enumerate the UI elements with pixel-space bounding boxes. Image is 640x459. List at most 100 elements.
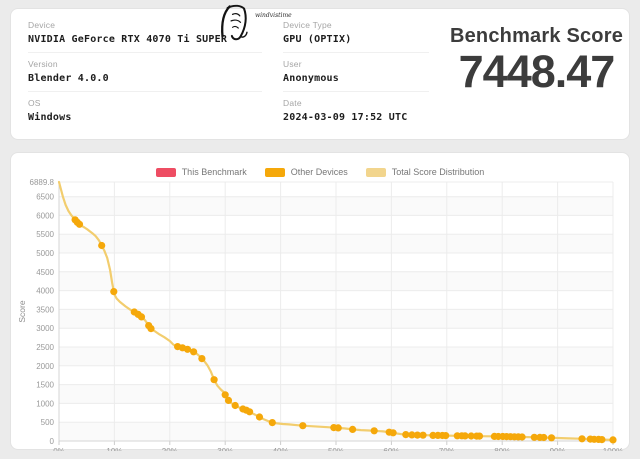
legend-swatch-total-distribution bbox=[365, 167, 386, 177]
svg-text:4000: 4000 bbox=[36, 287, 54, 296]
other-device-dot bbox=[442, 432, 450, 440]
user-row: User Anonymous bbox=[283, 53, 429, 92]
other-device-dot bbox=[210, 376, 218, 384]
other-device-dot bbox=[183, 345, 192, 353]
svg-text:40%: 40% bbox=[273, 447, 289, 451]
logo-caption: windvistime bbox=[255, 12, 292, 19]
other-device-dot bbox=[413, 431, 421, 439]
svg-text:500: 500 bbox=[41, 418, 55, 427]
other-device-dot bbox=[598, 436, 606, 444]
device-value: NVIDIA GeForce RTX 4070 Ti SUPER bbox=[28, 34, 228, 45]
benchmark-score-value: 7448.47 bbox=[458, 46, 616, 97]
legend-label-total-distribution: Total Score Distribution bbox=[391, 167, 485, 177]
other-device-dot bbox=[547, 434, 556, 442]
svg-text:6000: 6000 bbox=[36, 211, 54, 220]
other-devices-dots bbox=[71, 216, 617, 444]
os-label: OS bbox=[28, 98, 41, 108]
svg-text:50%: 50% bbox=[328, 447, 344, 451]
other-device-dot bbox=[419, 431, 427, 439]
os-row: OS Windows bbox=[28, 92, 262, 130]
svg-text:70%: 70% bbox=[439, 447, 455, 451]
other-device-dot bbox=[334, 424, 342, 432]
info-column-left: Device NVIDIA GeForce RTX 4070 Ti SUPER … bbox=[28, 14, 262, 130]
other-device-dot bbox=[402, 431, 410, 439]
svg-text:0%: 0% bbox=[53, 447, 65, 451]
legend-swatch-this-benchmark bbox=[155, 167, 176, 177]
other-device-dot bbox=[609, 436, 617, 444]
user-label: User bbox=[283, 59, 302, 69]
svg-text:3000: 3000 bbox=[36, 324, 54, 333]
other-device-dot bbox=[147, 325, 155, 333]
svg-text:60%: 60% bbox=[383, 447, 399, 451]
device-row: Device NVIDIA GeForce RTX 4070 Ti SUPER bbox=[28, 14, 262, 53]
other-device-dot bbox=[246, 408, 254, 416]
other-device-dot bbox=[578, 435, 586, 443]
other-device-dot bbox=[110, 288, 118, 296]
device-type-label: Device Type bbox=[283, 20, 332, 30]
svg-text:10%: 10% bbox=[106, 447, 122, 451]
device-type-row: Device Type GPU (OPTIX) bbox=[283, 14, 429, 53]
other-device-dot bbox=[190, 348, 198, 356]
legend-label-this-benchmark: This Benchmark bbox=[181, 167, 247, 177]
legend-item-total-distribution[interactable]: Total Score Distribution bbox=[365, 167, 485, 177]
version-value: Blender 4.0.0 bbox=[28, 73, 109, 84]
other-device-dot bbox=[389, 429, 397, 437]
svg-text:2000: 2000 bbox=[36, 362, 54, 371]
svg-text:5500: 5500 bbox=[36, 230, 54, 239]
svg-text:3500: 3500 bbox=[36, 305, 54, 314]
svg-text:30%: 30% bbox=[217, 447, 233, 451]
other-device-dot bbox=[231, 401, 239, 410]
svg-text:0: 0 bbox=[50, 437, 55, 446]
score-distribution-chart[interactable]: 0 500 1000 1500 2000 2500 3000 3500 4000 4500 5000… bbox=[11, 153, 631, 451]
info-column-right: Device Type GPU (OPTIX) User Anonymous D… bbox=[283, 14, 429, 130]
svg-text:1500: 1500 bbox=[36, 381, 54, 390]
legend-item-this-benchmark[interactable]: This Benchmark bbox=[155, 167, 247, 177]
svg-text:Score: Score bbox=[17, 300, 27, 322]
svg-text:20%: 20% bbox=[162, 447, 178, 451]
chart-legend: This Benchmark Other Devices Total Score… bbox=[11, 167, 629, 177]
legend-label-other-devices: Other Devices bbox=[290, 167, 348, 177]
user-value: Anonymous bbox=[283, 73, 339, 84]
benchmark-info-card: Device NVIDIA GeForce RTX 4070 Ti SUPER … bbox=[10, 8, 630, 140]
other-device-dot bbox=[299, 422, 307, 430]
svg-text:4500: 4500 bbox=[36, 268, 54, 277]
other-device-dot bbox=[349, 425, 357, 433]
other-device-dot bbox=[540, 433, 548, 442]
svg-text:80%: 80% bbox=[494, 447, 510, 451]
other-device-dot bbox=[268, 419, 276, 427]
other-device-dot bbox=[475, 432, 484, 440]
other-device-dot bbox=[518, 433, 526, 441]
svg-text:100%: 100% bbox=[603, 447, 623, 451]
version-row: Version Blender 4.0.0 bbox=[28, 53, 262, 92]
other-device-dot bbox=[370, 427, 378, 435]
legend-item-other-devices[interactable]: Other Devices bbox=[264, 167, 348, 177]
other-device-dot bbox=[467, 432, 475, 440]
wind-calligraphy-icon bbox=[221, 4, 248, 41]
benchmark-score-block: Benchmark Score 7448.47 bbox=[449, 25, 624, 95]
other-device-dot bbox=[408, 431, 416, 439]
svg-text:6500: 6500 bbox=[36, 193, 54, 202]
other-device-dot bbox=[255, 413, 264, 421]
other-device-dot bbox=[75, 220, 84, 228]
svg-text:5000: 5000 bbox=[36, 249, 54, 258]
other-device-dot bbox=[98, 241, 106, 250]
device-label: Device bbox=[28, 20, 56, 30]
legend-swatch-other-devices bbox=[264, 167, 285, 177]
date-value: 2024-03-09 17:52 UTC bbox=[283, 112, 408, 123]
date-label: Date bbox=[283, 98, 302, 108]
other-device-dot bbox=[221, 391, 229, 399]
benchmark-score-title: Benchmark Score bbox=[449, 25, 624, 47]
device-type-value: GPU (OPTIX) bbox=[283, 34, 352, 45]
svg-text:2500: 2500 bbox=[36, 343, 54, 352]
other-device-dot bbox=[137, 313, 146, 321]
other-device-dot bbox=[530, 433, 538, 441]
svg-text:90%: 90% bbox=[550, 447, 566, 451]
svg-text:1000: 1000 bbox=[36, 399, 54, 408]
date-row: Date 2024-03-09 17:52 UTC bbox=[283, 92, 429, 130]
os-value: Windows bbox=[28, 112, 72, 123]
wind-logo: windvistime bbox=[211, 1, 297, 45]
other-device-dot bbox=[198, 355, 206, 363]
other-device-dot bbox=[224, 396, 233, 404]
chart-card: This Benchmark Other Devices Total Score… bbox=[10, 152, 631, 451]
